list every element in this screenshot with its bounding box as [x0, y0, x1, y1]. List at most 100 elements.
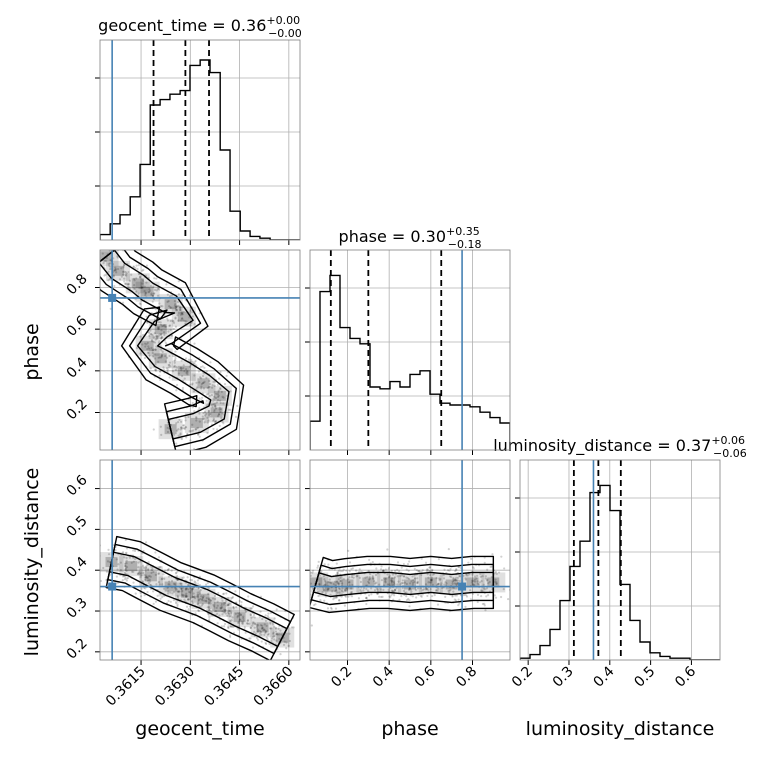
sample-point [144, 578, 147, 581]
sample-point [176, 603, 179, 606]
sample-point [191, 406, 194, 409]
sample-point [125, 562, 128, 565]
sample-point [273, 638, 276, 641]
sample-point [390, 582, 393, 585]
sample-point [143, 594, 146, 597]
sample-point [396, 575, 399, 578]
sample-point [288, 632, 291, 635]
sample-point [480, 580, 483, 583]
sample-point [236, 621, 240, 624]
sample-point [285, 647, 288, 650]
sample-point [398, 598, 401, 601]
sample-point [429, 578, 433, 582]
sample-point [380, 579, 384, 582]
density-contour [107, 543, 292, 655]
sample-point [125, 551, 128, 554]
sample-point [102, 566, 105, 570]
sample-point [256, 627, 259, 631]
sample-point [454, 577, 457, 581]
sample-point [415, 596, 418, 599]
sample-point [462, 574, 465, 577]
sample-point [253, 630, 256, 634]
sample-point [230, 625, 233, 628]
sample-point [164, 325, 168, 328]
sample-point [256, 630, 259, 633]
sample-point [396, 568, 399, 571]
sample-point [486, 579, 489, 582]
sample-point [416, 581, 419, 585]
sample-point [152, 428, 155, 431]
sample-point [220, 625, 223, 628]
sample-point [387, 576, 390, 579]
sample-point [169, 365, 172, 368]
sample-point [146, 563, 149, 567]
sample-point [209, 599, 213, 602]
sample-point [227, 604, 230, 607]
sample-point [341, 569, 344, 573]
sample-point [365, 596, 368, 599]
sample-point [132, 265, 135, 269]
sample-point [173, 361, 176, 364]
density-cell [439, 574, 464, 595]
sample-point [274, 626, 277, 629]
sample-point [200, 385, 203, 388]
sample-point [170, 569, 173, 572]
sample-point [202, 417, 205, 421]
sample-point [191, 587, 194, 590]
sample-point [375, 581, 378, 584]
sample-point [193, 374, 196, 377]
histogram-bin [400, 387, 410, 450]
sample-point [369, 573, 372, 576]
sample-point [268, 642, 271, 645]
sample-point [266, 633, 269, 636]
sample-point [173, 583, 176, 586]
sample-point [179, 308, 182, 312]
sample-point [217, 394, 220, 397]
histogram-luminosity-distance: 0.2 0.3 0.4 0.5 0.6 [509, 459, 721, 691]
sample-point [358, 568, 361, 571]
sample-point [239, 618, 242, 621]
sample-point [252, 613, 256, 617]
sample-point [108, 264, 111, 267]
sample-point [424, 561, 428, 564]
sample-point [428, 566, 431, 569]
sample-point [158, 356, 161, 359]
sample-point [162, 366, 165, 369]
sample-point [137, 264, 140, 267]
sample-point [272, 635, 275, 638]
density-cell [154, 324, 167, 335]
sample-point [347, 549, 350, 552]
sample-point [181, 593, 184, 597]
sample-point [290, 626, 294, 629]
sample-point [234, 590, 237, 593]
sample-point [479, 589, 483, 592]
sample-point [255, 623, 259, 627]
sample-point [187, 583, 190, 586]
sample-point [436, 589, 439, 592]
sample-point [311, 571, 314, 574]
sample-point [137, 573, 140, 576]
sample-point [219, 387, 222, 390]
sample-point [409, 588, 412, 591]
sample-point [338, 587, 341, 591]
sample-point [364, 576, 367, 579]
sample-point [198, 397, 201, 400]
sample-point [199, 377, 203, 380]
sample-point [167, 300, 170, 303]
sample-point [462, 594, 465, 597]
sample-point [399, 583, 402, 586]
sample-point [484, 588, 487, 591]
sample-point [429, 588, 432, 591]
sample-point [151, 568, 154, 571]
density-contour [310, 555, 495, 614]
histogram-bin [220, 150, 230, 240]
sample-point [310, 571, 312, 574]
sample-point [184, 596, 187, 599]
density-cell [398, 574, 422, 595]
sample-point [191, 596, 195, 599]
sample-point [225, 604, 228, 607]
sample-point [350, 587, 353, 590]
sample-point [431, 573, 434, 576]
sample-point [384, 568, 387, 571]
